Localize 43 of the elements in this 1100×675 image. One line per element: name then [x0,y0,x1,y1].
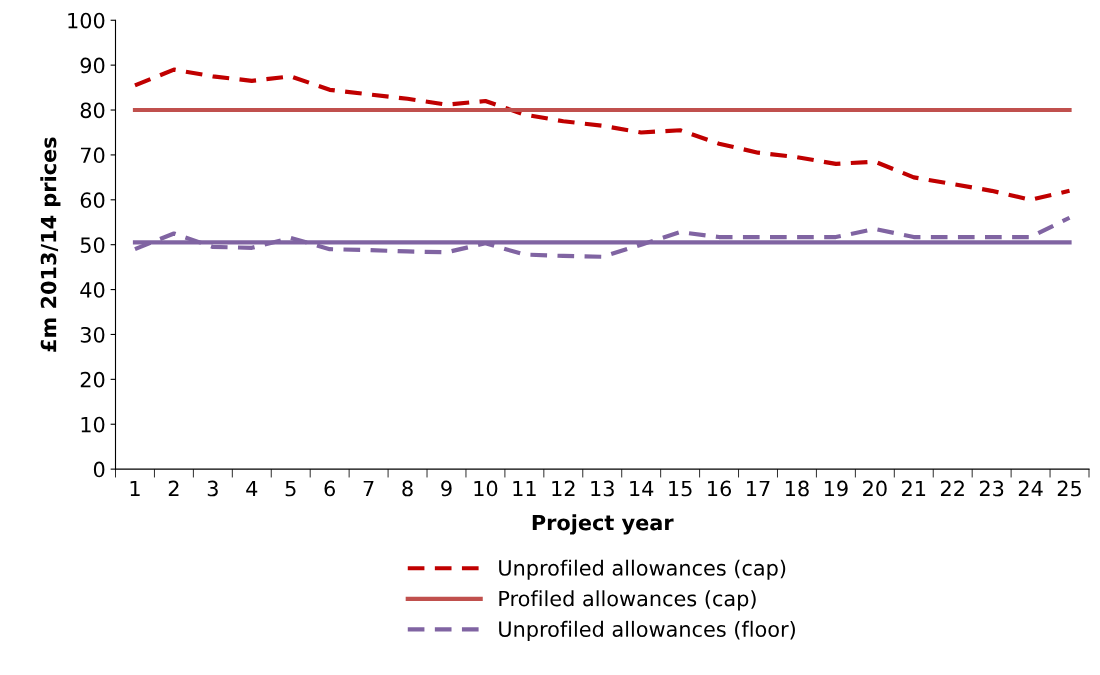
x-tick-label: 22 [940,480,964,497]
x-tick-label: 17 [747,480,770,497]
line-series [132,67,1072,202]
y-tick-label: 50 [80,237,105,253]
x-tick-label: 21 [902,480,926,497]
x-axis-title: Project year [532,514,674,535]
x-tick-label: 19 [824,480,848,497]
x-tick-label: 16 [708,480,732,497]
legend-label: Unprofiled allowances (floor) [499,620,795,642]
x-tick-label: 1 [130,480,140,497]
line-series [132,215,1072,259]
x-tick-label: 13 [591,480,614,497]
x-tick-label: 5 [285,480,296,497]
x-tick-label: 10 [474,480,498,497]
y-tick-label: 30 [80,326,105,343]
x-tick-label: 24 [1018,480,1043,497]
x-tick-label: 2 [168,480,179,497]
y-tick-label: 20 [80,371,105,388]
legend-label: Unprofiled allowances (cap) [499,559,786,580]
x-tick-label: 7 [363,480,374,497]
x-tick-label: 23 [979,480,1004,497]
y-tick-label: 0 [93,461,105,478]
legend-label: Profiled allowances (cap) [499,590,756,611]
x-tick-label: 15 [669,480,692,497]
x-tick-label: 18 [785,480,809,497]
x-tick-label: 14 [630,480,654,497]
y-axis-title: £m 2013/14 prices [40,137,61,352]
x-tick-label: 9 [441,480,452,497]
y-tick-label: 10 [81,416,105,433]
x-tick-label: 12 [552,480,575,497]
y-tick-label: 60 [80,192,105,209]
x-tick-label: 6 [324,480,335,497]
x-tick-label: 25 [1057,480,1081,497]
x-tick-label: 20 [863,480,887,497]
x-tick-label: 4 [246,480,258,497]
y-tick-label: 90 [80,57,105,74]
x-tick-label: 11 [513,480,536,497]
x-tick-label: 8 [402,480,413,497]
x-tick-label: 3 [207,480,218,497]
y-tick-label: 70 [80,147,105,164]
y-tick-label: 40 [80,282,105,298]
y-tick-label: 100 [68,12,105,29]
y-tick-label: 80 [80,102,105,119]
